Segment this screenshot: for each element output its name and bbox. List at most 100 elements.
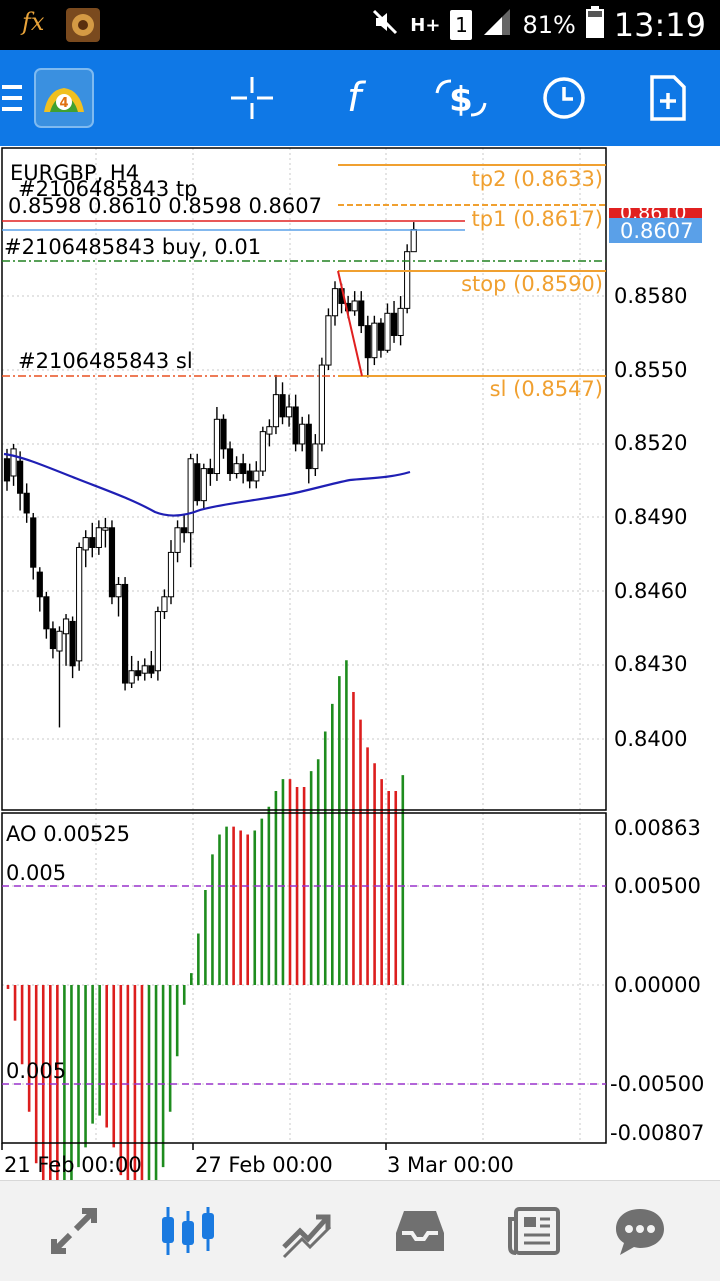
new-order-icon[interactable] bbox=[636, 50, 700, 146]
candle-body bbox=[69, 620, 76, 667]
candle-body bbox=[220, 418, 227, 450]
news-icon[interactable] bbox=[484, 1181, 584, 1281]
candle-body bbox=[233, 463, 240, 475]
candle-body bbox=[17, 460, 24, 494]
chart-icon[interactable] bbox=[138, 1181, 238, 1281]
candle-body bbox=[390, 312, 398, 336]
candle-body bbox=[30, 517, 37, 568]
ao-tick: 0.00000 bbox=[614, 973, 701, 997]
indicator-pane-frame bbox=[1, 812, 607, 1144]
candle-body bbox=[325, 315, 332, 366]
ao-tick: 0.00500 bbox=[614, 874, 701, 898]
chart-area[interactable]: EURGBP, H4 #2106485843 tp 0.8598 0.8610 … bbox=[0, 146, 720, 1255]
signal-icon bbox=[482, 7, 512, 43]
bid-price-tag bbox=[609, 208, 702, 220]
candle-body bbox=[194, 463, 201, 502]
ao-upper-level-label: 0.005 bbox=[6, 861, 66, 885]
mt4-logo[interactable]: 4 bbox=[32, 50, 96, 146]
trade-nav-icon[interactable] bbox=[256, 1181, 356, 1281]
candle-body bbox=[351, 300, 358, 312]
candle-body bbox=[200, 468, 207, 502]
time-tick: 21 Feb 00:00 bbox=[4, 1153, 142, 1177]
candle-body bbox=[174, 527, 181, 553]
candle-body bbox=[371, 322, 378, 359]
ao-lower-level-label: 0.005 bbox=[6, 1059, 66, 1083]
candle-body bbox=[266, 426, 273, 435]
candle-body bbox=[56, 630, 63, 652]
candle-body bbox=[213, 418, 221, 475]
candle-body bbox=[299, 423, 306, 445]
candle-body bbox=[43, 596, 50, 630]
candle-body bbox=[259, 431, 266, 472]
candle-body bbox=[397, 307, 404, 336]
moving-average-line bbox=[3, 452, 411, 517]
candle-body bbox=[404, 251, 411, 309]
trade-icon[interactable]: $ bbox=[426, 50, 496, 146]
candle-body bbox=[167, 551, 175, 598]
price-tick: 0.8490 bbox=[614, 505, 687, 529]
ohlc-label: 0.8598 0.8610 0.8598 0.8607 bbox=[8, 194, 322, 218]
candle-body bbox=[272, 394, 280, 428]
current-price-value: 0.8607 bbox=[620, 219, 693, 243]
candle-body bbox=[121, 583, 129, 684]
chat-icon[interactable] bbox=[590, 1181, 690, 1281]
clock: 13:19 bbox=[613, 6, 706, 44]
candle-body bbox=[128, 670, 135, 684]
candle-body bbox=[161, 596, 168, 613]
mute-icon bbox=[370, 7, 400, 43]
svg-text:4: 4 bbox=[59, 96, 68, 111]
candle-body bbox=[62, 618, 70, 635]
crosshair-icon[interactable] bbox=[220, 50, 284, 146]
sl-order-label: #2106485843 sl bbox=[18, 349, 193, 373]
chart-canvas[interactable]: EURGBP, H4 #2106485843 tp 0.8598 0.8610 … bbox=[0, 146, 720, 1255]
ao-label: AO 0.00525 bbox=[6, 822, 130, 846]
clock-icon[interactable] bbox=[532, 50, 596, 146]
time-tick: 27 Feb 00:00 bbox=[195, 1153, 333, 1177]
symbol-label: EURGBP, H4 bbox=[10, 161, 139, 185]
tp1-label: tp1 (0.8617) bbox=[472, 207, 603, 231]
battery-percent: 81% bbox=[522, 11, 576, 39]
candle-body bbox=[82, 537, 89, 551]
candle-body bbox=[154, 611, 161, 672]
quotes-icon[interactable] bbox=[24, 1181, 124, 1281]
candle-body bbox=[364, 325, 371, 359]
ao-tick: -0.00500 bbox=[610, 1072, 704, 1096]
price-tick: 0.8430 bbox=[614, 652, 687, 676]
candle-body bbox=[240, 463, 247, 475]
svg-text:$: $ bbox=[449, 80, 473, 120]
ao-tick: 0.00863 bbox=[614, 816, 701, 840]
candle-body bbox=[108, 527, 116, 598]
candle-body bbox=[89, 537, 96, 548]
menu-icon[interactable] bbox=[0, 50, 28, 146]
candle-body bbox=[207, 468, 214, 475]
candle-body bbox=[410, 228, 417, 253]
time-tick: 3 Mar 00:00 bbox=[387, 1153, 514, 1177]
battery-icon bbox=[585, 6, 604, 44]
candle-body bbox=[3, 458, 11, 482]
candle-body bbox=[115, 583, 122, 598]
candle-body bbox=[377, 322, 385, 351]
price-tick: 0.8520 bbox=[614, 431, 687, 455]
candle-body bbox=[305, 423, 312, 470]
function-icon[interactable]: f bbox=[322, 50, 386, 146]
candle-body bbox=[102, 527, 109, 531]
order-label: #2106485843 buy, 0.01 bbox=[4, 235, 261, 259]
tp-order-label: #2106485843 tp bbox=[18, 177, 197, 201]
candle-body bbox=[226, 448, 234, 475]
price-tick: 0.8400 bbox=[614, 727, 687, 751]
app-notification-icon bbox=[66, 8, 100, 42]
candle-body bbox=[312, 443, 319, 470]
fx-label: fx bbox=[22, 8, 45, 36]
price-tick: 0.8460 bbox=[614, 579, 687, 603]
ao-tick: -0.00807 bbox=[610, 1121, 704, 1145]
price-pane-frame bbox=[1, 147, 607, 811]
candle-body bbox=[141, 665, 148, 674]
network-type-icon: H+ bbox=[410, 14, 441, 36]
stop-label: stop (0.8590) bbox=[461, 272, 603, 296]
trend-line[interactable] bbox=[337, 270, 363, 377]
candle-body bbox=[95, 527, 102, 548]
candle-body bbox=[187, 458, 194, 534]
history-icon[interactable] bbox=[370, 1181, 470, 1281]
candle-body bbox=[279, 394, 286, 418]
candle-body bbox=[358, 300, 365, 327]
